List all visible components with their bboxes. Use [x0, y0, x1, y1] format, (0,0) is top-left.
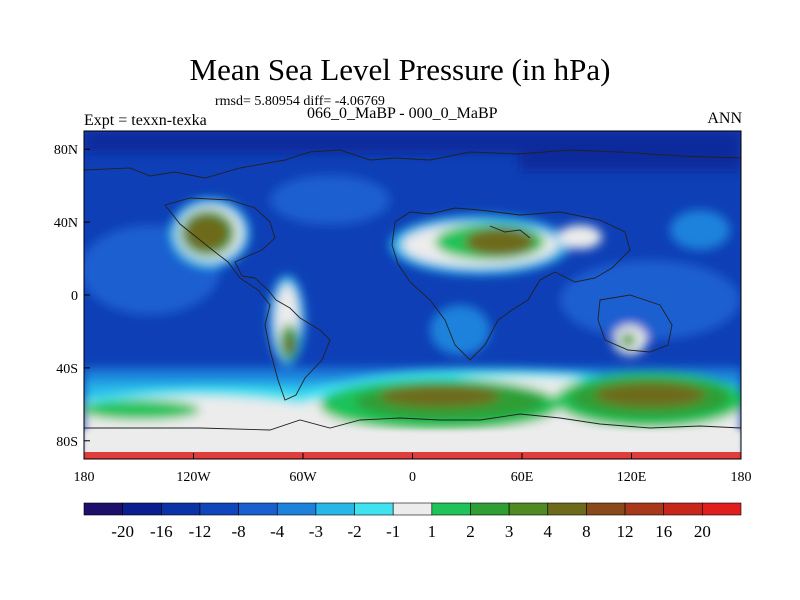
- colorbar-label: 8: [582, 522, 591, 541]
- colorbar-label: -16: [150, 522, 173, 541]
- y-tick-label: 40N: [54, 216, 78, 231]
- y-axis: 80N 40N 0 40S 80S: [54, 143, 90, 450]
- colorbar-swatch: [586, 502, 626, 516]
- colorbar-swatch: [470, 502, 510, 516]
- colorbar-label: 20: [694, 522, 711, 541]
- chart-title: Mean Sea Level Pressure (in hPa): [189, 52, 611, 87]
- colorbar-swatch: [354, 502, 394, 516]
- colorbar-swatch: [663, 502, 703, 516]
- y-tick-label: 80N: [54, 143, 78, 158]
- x-tick-label: 0: [409, 470, 416, 485]
- colorbar-label: -8: [232, 522, 246, 541]
- colorbar-swatch: [160, 502, 201, 516]
- experiment-label: Expt = texxn-texka: [84, 112, 207, 129]
- colorbar-label: 3: [505, 522, 514, 541]
- chart-subtitle: 066_0_MaBP - 000_0_MaBP: [307, 105, 498, 122]
- x-tick-label: 120E: [617, 470, 647, 485]
- colorbar-label: -3: [309, 522, 323, 541]
- colorbar-label: -1: [386, 522, 400, 541]
- colorbar-swatch: [624, 502, 665, 516]
- colorbar-swatch: [276, 502, 317, 516]
- colorbar: -20 -16 -12 -8 -4 -3 -2 -1 1 2 3 4 8 12 16 20: [83, 502, 742, 541]
- x-tick-label: 120W: [176, 470, 211, 485]
- x-tick-label: 60W: [289, 470, 317, 485]
- y-tick-label: 40S: [56, 362, 78, 377]
- colorbar-swatch: [508, 502, 549, 516]
- colorbar-label: 12: [617, 522, 634, 541]
- colorbar-swatch: [431, 502, 471, 516]
- colorbar-swatch: [83, 502, 123, 516]
- colorbar-label: -20: [111, 522, 134, 541]
- colorbar-swatch: [315, 502, 355, 516]
- colorbar-swatch: [199, 502, 239, 516]
- colorbar-label: 2: [466, 522, 475, 541]
- season-label: ANN: [707, 110, 742, 127]
- x-tick-label: 60E: [511, 470, 534, 485]
- colorbar-label: -12: [189, 522, 212, 541]
- colorbar-label: -2: [347, 522, 361, 541]
- colorbar-swatch: [238, 502, 278, 516]
- coastlines: [84, 149, 741, 431]
- colorbar-swatch: [702, 502, 742, 516]
- x-tick-label: 180: [731, 470, 752, 485]
- colorbar-label: 4: [544, 522, 553, 541]
- colorbar-swatch: [392, 502, 433, 516]
- x-tick-label: 180: [74, 470, 95, 485]
- contour-fill: [84, 131, 741, 459]
- colorbar-label: -4: [270, 522, 285, 541]
- colorbar-swatch: [122, 502, 162, 516]
- stats-line: rmsd= 5.80954 diff= -4.06769: [215, 94, 385, 109]
- y-tick-label: 0: [71, 289, 78, 304]
- x-axis: 180 120W 60W 0 60E 120E 180: [74, 453, 752, 485]
- y-tick-label: 80S: [56, 435, 78, 450]
- colorbar-label: 1: [428, 522, 437, 541]
- colorbar-label: 16: [655, 522, 672, 541]
- colorbar-swatch: [547, 502, 587, 516]
